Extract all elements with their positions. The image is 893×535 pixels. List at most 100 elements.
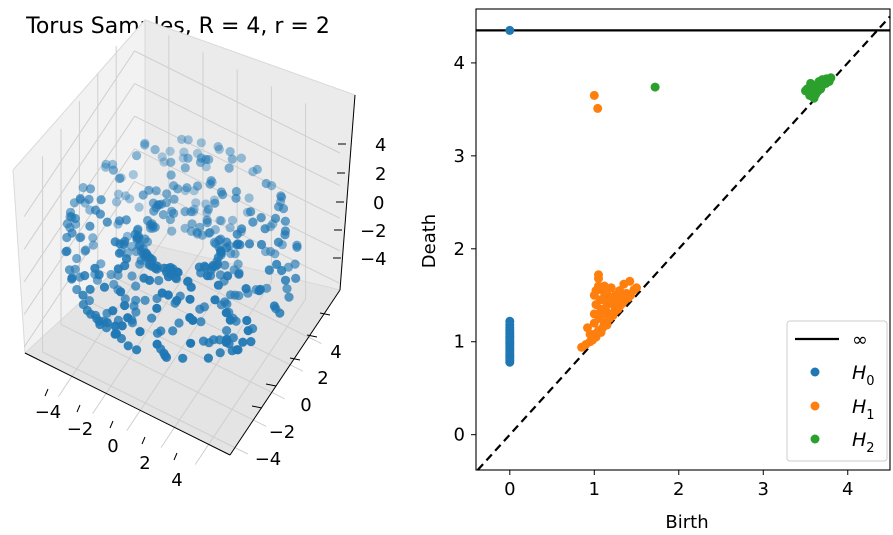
legend-h1-label: H1 [852,396,875,423]
torus-point [163,290,173,300]
torus-point [205,179,215,189]
torus-point [225,223,235,233]
torus-point [274,202,284,212]
torus-point [277,265,287,276]
torus-point [183,135,193,145]
torus-point [106,269,116,280]
torus-3d-plot: Torus Samples, R = 4, r = 2 −4 −2 0 2 4 … [12,14,387,491]
torus-point [110,321,120,331]
torus-point [169,194,179,204]
torus-point [158,210,168,220]
torus-point [151,263,161,273]
torus-point [238,337,248,347]
torus-point [235,240,245,250]
y-tick [319,312,331,316]
torus-point [225,315,235,325]
torus-point [78,183,88,193]
torus-point [210,295,220,305]
torus-point [270,249,280,259]
persistence-diagram: 0 1 2 3 4 0 1 2 3 4 Birth Death ∞ H0 H1 H2 [419,8,891,533]
legend-h2-marker [810,434,820,444]
torus-point [111,197,122,207]
torus-point [196,138,206,148]
torus-point [215,270,225,280]
torus-point [236,153,246,163]
torus-point [123,341,133,351]
torus-point [159,157,169,167]
torus-point [188,315,198,325]
x-tick-label: 1 [589,479,600,500]
torus-point [246,337,256,347]
y-axis-line [229,289,341,456]
torus-point [162,189,172,199]
torus-point [88,240,98,250]
pd-point-h2 [822,74,832,84]
torus-point [85,184,96,194]
back-pane [144,19,356,291]
torus-point [62,219,73,229]
x-tick-label: 0 [504,479,515,500]
torus-point [244,193,254,203]
pd-point-h1 [603,311,613,321]
torus-point [123,313,133,323]
torus-point [108,306,118,316]
torus-point [222,334,232,344]
y-tick [265,383,277,387]
torus-point [256,213,266,223]
torus-point [232,345,242,355]
torus-point [248,217,258,227]
torus-point [178,353,188,363]
torus-point [70,213,80,224]
pd-point-h1 [610,301,620,311]
torus-point [186,338,196,348]
torus-point [148,198,158,208]
y-tick-label: 0 [300,395,311,416]
torus-point [149,206,159,216]
torus-point [187,219,197,229]
torus-point [183,153,193,163]
torus-point [72,253,82,264]
torus-point [161,352,172,362]
torus-point [195,157,206,167]
torus-point [75,233,85,243]
torus-point [177,134,187,144]
torus-point [94,316,104,326]
torus-point [152,328,163,338]
z-axis-line [339,94,356,291]
torus-point [246,207,256,217]
torus-point [199,261,210,271]
torus-point [186,207,196,217]
torus-point [96,195,106,205]
x-tick-label: 3 [758,479,769,500]
torus-point [256,239,267,250]
y-tick-label: −2 [269,422,296,443]
torus-point [95,209,105,219]
torus-point [241,284,251,294]
z-tick-label: 4 [375,135,386,156]
x-tick [109,420,114,429]
pd-point-h1 [585,329,595,339]
x-tick-label: 2 [139,453,150,474]
torus-point [135,327,145,337]
torus-point [216,300,226,310]
y-tick-label: 4 [454,53,465,74]
torus-point [242,315,252,326]
torus-point [166,170,176,180]
torus-point [270,213,281,223]
torus-point [80,246,90,256]
torus-point [174,318,184,328]
torus-point [213,252,223,262]
torus-point [85,221,95,231]
torus-point [64,265,75,275]
torus-point [280,216,290,226]
torus-point [140,140,150,150]
pd-point-h1 [621,288,631,298]
torus-point [205,227,215,238]
y-tick [251,405,263,409]
pd-point-h1 [632,283,641,293]
pd-point-h0 [505,25,515,35]
pd-points [505,25,836,367]
torus-point [215,348,225,358]
y-tick-label: 4 [330,342,341,363]
torus-point [131,281,141,291]
